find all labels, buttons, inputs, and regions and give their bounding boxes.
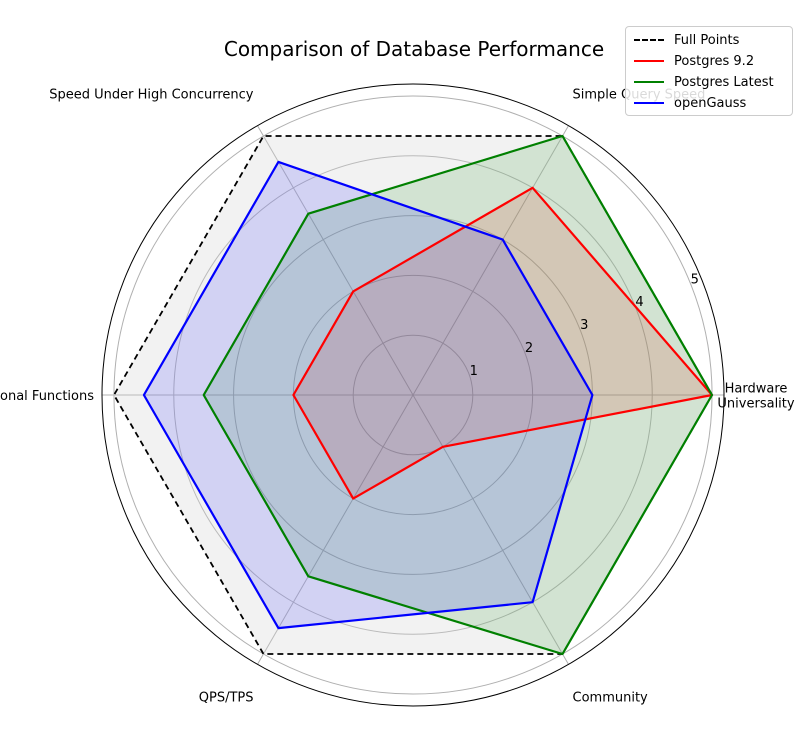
legend-item: Postgres Latest	[634, 73, 774, 91]
series-fill-1	[293, 187, 712, 499]
legend-label: Postgres Latest	[674, 74, 774, 90]
legend-item: openGauss	[634, 94, 746, 112]
legend-swatch	[634, 39, 664, 41]
legend-item: Postgres 9.2	[634, 52, 754, 70]
legend-swatch	[634, 81, 664, 83]
spoke-line	[257, 125, 414, 396]
category-label: Community	[573, 690, 649, 705]
radial-tick-label: 5	[691, 272, 699, 287]
radial-tick-label: 3	[580, 318, 588, 333]
legend-label: Full Points	[674, 32, 740, 48]
series-fill-3	[143, 161, 593, 629]
chart-title: Comparison of Database Performance	[224, 37, 604, 61]
series-line-2	[202, 134, 714, 656]
spoke-line	[257, 394, 414, 665]
grid-layer	[101, 83, 725, 707]
legend-item: Full Points	[634, 31, 739, 49]
category-label: QPS/TPS	[199, 690, 254, 705]
series-fill-0	[114, 136, 712, 654]
legend-swatch	[634, 60, 664, 62]
spoke-line	[412, 394, 569, 665]
series-line-3	[142, 160, 594, 630]
category-label: Hardware Universality	[717, 382, 794, 412]
series-layer	[113, 134, 714, 656]
series-line-1	[292, 186, 714, 500]
radial-tick-label: 1	[470, 364, 478, 379]
radial-tick-label: 2	[525, 341, 533, 356]
category-label: Additional Functions	[0, 389, 94, 404]
series-fill-2	[203, 136, 712, 654]
outer-frame	[101, 83, 725, 707]
radial-tick-label: 4	[635, 295, 643, 310]
legend-swatch	[634, 102, 664, 104]
spoke-line	[412, 125, 569, 396]
legend-label: openGauss	[674, 95, 747, 111]
legend: Full Points Postgres 9.2 Postgres Latest op…	[625, 26, 793, 116]
category-label: Speed Under High Concurrency	[49, 88, 254, 103]
legend-label: Postgres 9.2	[674, 53, 755, 69]
